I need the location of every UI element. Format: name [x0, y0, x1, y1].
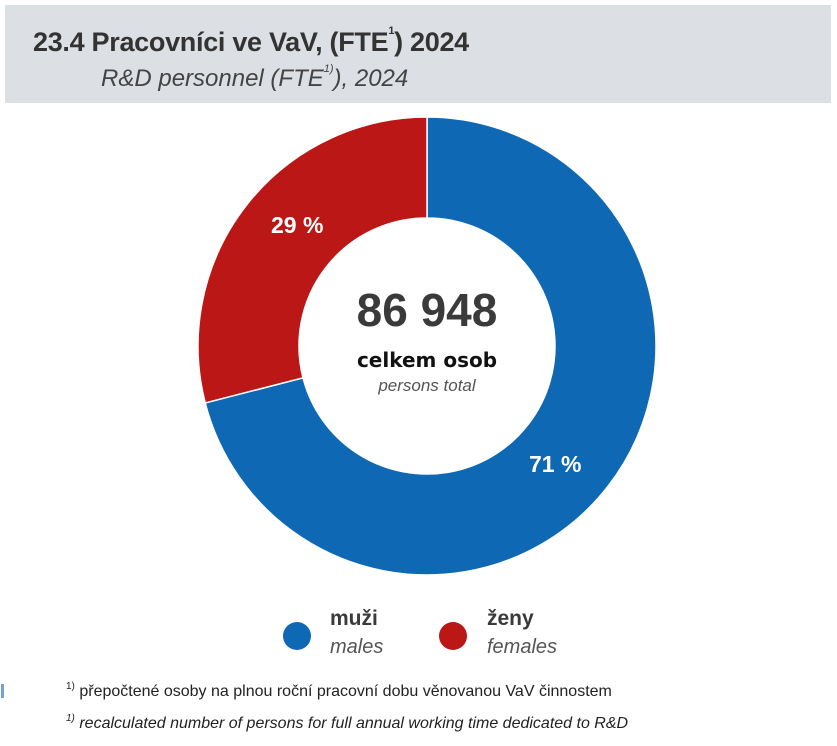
chart-subtitle: R&D personnel (FTE1)), 2024 — [101, 63, 409, 92]
males-color-dot-icon — [283, 622, 311, 650]
total-label-cz: celkem osob — [356, 348, 498, 372]
females-slice — [197, 116, 428, 404]
legend-males-en: males — [330, 636, 384, 658]
total-label-en: persons total — [378, 376, 476, 395]
males-percent-label: 71 % — [529, 451, 582, 477]
females-percent-label: 29 % — [271, 212, 324, 238]
legend-males-cz: muži — [330, 607, 378, 630]
chart-header: 23.4 Pracovníci ve VaV, (FTE1) 2024 R&D … — [5, 5, 831, 103]
edge-artifact — [1, 684, 4, 698]
footnote-cz: 1) přepočtené osoby na plnou roční praco… — [66, 681, 612, 700]
legend-females-cz: ženy — [487, 607, 534, 630]
total-value: 86 948 — [356, 284, 498, 336]
females-color-dot-icon — [439, 622, 467, 650]
males-slice — [204, 116, 657, 576]
footnote-en: 1) recalculated number of persons for fu… — [66, 713, 629, 732]
legend-females-en: females — [487, 636, 558, 658]
chart-title: 23.4 Pracovníci ve VaV, (FTE1) 2024 — [33, 25, 469, 57]
